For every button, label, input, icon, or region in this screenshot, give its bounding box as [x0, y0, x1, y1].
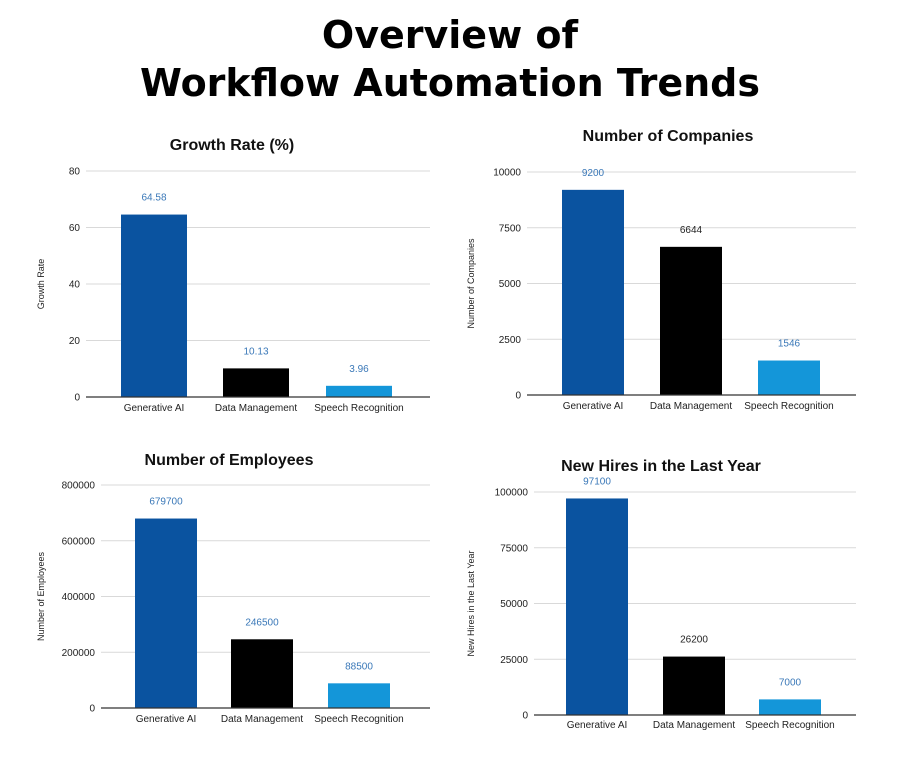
bar-generative-ai — [121, 214, 187, 397]
data-label-speech-recognition: 7000 — [779, 677, 802, 688]
data-label-generative-ai: 64.58 — [141, 193, 166, 204]
data-label-data-management: 10.13 — [243, 346, 268, 357]
bar-speech-recognition — [758, 360, 820, 395]
y-tick-label: 0 — [74, 393, 80, 404]
bar-speech-recognition — [326, 385, 392, 397]
y-axis-label: Number of Employees — [36, 551, 46, 641]
bar-data-management — [231, 639, 293, 708]
y-tick-label: 400000 — [62, 592, 96, 603]
y-tick-label: 0 — [522, 711, 528, 722]
y-tick-label: 2500 — [499, 335, 522, 346]
bar-data-management — [223, 368, 289, 397]
category-label-generative-ai: Generative AI — [563, 401, 624, 412]
bar-generative-ai — [562, 189, 624, 395]
bar-speech-recognition — [759, 699, 821, 715]
category-label-data-management: Data Management — [221, 714, 303, 725]
y-axis-label: Number of Companies — [466, 238, 476, 329]
category-label-speech-recognition: Speech Recognition — [314, 403, 404, 414]
category-label-data-management: Data Management — [215, 403, 297, 414]
y-tick-label: 40 — [69, 280, 81, 291]
y-tick-label: 0 — [89, 704, 95, 715]
category-label-speech-recognition: Speech Recognition — [744, 401, 834, 412]
chart-title: New Hires in the Last Year — [561, 458, 761, 475]
y-axis-label: Growth Rate — [36, 259, 46, 310]
y-tick-label: 100000 — [495, 488, 529, 499]
data-label-speech-recognition: 3.96 — [349, 364, 369, 375]
data-label-data-management: 26200 — [680, 635, 708, 646]
data-label-generative-ai: 97100 — [583, 476, 611, 487]
y-tick-label: 0 — [515, 391, 521, 402]
bar-data-management — [660, 246, 722, 395]
category-label-data-management: Data Management — [650, 401, 732, 412]
y-tick-label: 50000 — [500, 599, 528, 610]
bar-generative-ai — [566, 498, 628, 715]
chart-title: Growth Rate (%) — [170, 137, 294, 154]
category-label-generative-ai: Generative AI — [567, 720, 628, 731]
y-tick-label: 200000 — [62, 648, 96, 659]
bar-generative-ai — [135, 518, 197, 708]
data-label-generative-ai: 679700 — [149, 497, 183, 508]
y-axis-label: New Hires in the Last Year — [466, 550, 476, 656]
category-label-generative-ai: Generative AI — [124, 403, 185, 414]
category-label-speech-recognition: Speech Recognition — [314, 714, 404, 725]
category-label-generative-ai: Generative AI — [136, 714, 197, 725]
data-label-speech-recognition: 1546 — [778, 339, 801, 350]
chart-title: Number of Companies — [583, 128, 754, 145]
page-title-line-1: Overview of — [321, 13, 579, 57]
chart-title: Number of Employees — [145, 452, 314, 469]
data-label-generative-ai: 9200 — [582, 168, 605, 179]
page-title-line-2: Workflow Automation Trends — [140, 61, 760, 105]
category-label-speech-recognition: Speech Recognition — [745, 720, 835, 731]
y-tick-label: 25000 — [500, 655, 528, 666]
y-tick-label: 7500 — [499, 223, 522, 234]
y-tick-label: 5000 — [499, 279, 522, 290]
data-label-data-management: 246500 — [245, 617, 279, 628]
data-label-speech-recognition: 88500 — [345, 661, 373, 672]
y-tick-label: 600000 — [62, 536, 96, 547]
data-label-data-management: 6644 — [680, 225, 703, 236]
y-tick-label: 20 — [69, 336, 81, 347]
y-tick-label: 10000 — [493, 168, 521, 179]
y-tick-label: 800000 — [62, 481, 96, 492]
y-tick-label: 60 — [69, 223, 81, 234]
y-tick-label: 75000 — [500, 543, 528, 554]
y-tick-label: 80 — [69, 167, 81, 178]
bar-data-management — [663, 656, 725, 715]
category-label-data-management: Data Management — [653, 720, 735, 731]
bar-speech-recognition — [328, 683, 390, 708]
